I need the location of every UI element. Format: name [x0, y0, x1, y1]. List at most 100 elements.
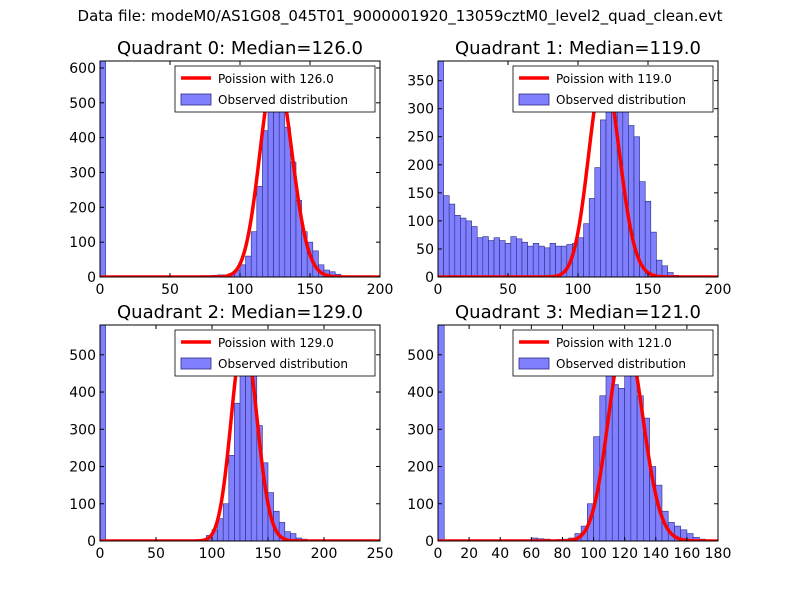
y-tick-label: 0 — [425, 534, 434, 550]
histogram-bar — [284, 126, 291, 277]
x-tick-label: 0 — [434, 546, 443, 562]
histogram-bar — [555, 245, 562, 277]
legend-label: Poission with 126.0 — [218, 72, 334, 86]
histogram-bar — [482, 236, 489, 277]
x-tick-label: 250 — [367, 546, 394, 562]
chart-title: Quadrant 3: Median=121.0 — [455, 302, 701, 323]
histogram-bar — [527, 245, 534, 277]
x-tick-label: 0 — [434, 282, 443, 298]
x-tick-label: 140 — [642, 546, 669, 562]
x-tick-label: 150 — [255, 546, 282, 562]
y-tick-label: 300 — [407, 102, 434, 118]
x-tick-label: 160 — [674, 546, 701, 562]
poisson-curve — [438, 334, 718, 541]
histogram-bar — [267, 88, 274, 277]
y-tick-label: 100 — [407, 497, 434, 513]
y-tick-label: 400 — [69, 385, 96, 401]
chart-title: Quadrant 2: Median=129.0 — [117, 302, 363, 323]
legend-label: Observed distribution — [556, 357, 686, 371]
y-tick-label: 500 — [69, 96, 96, 112]
y-tick-label: 100 — [69, 235, 96, 251]
histogram-bar — [290, 533, 297, 541]
histogram-bar — [644, 200, 652, 277]
histogram-bar — [250, 231, 258, 277]
histogram-bar — [245, 255, 252, 277]
legend-bar-swatch — [180, 93, 212, 106]
y-tick-label: 0 — [87, 270, 96, 286]
x-tick-label: 50 — [161, 282, 179, 298]
x-tick-label: 100 — [227, 282, 254, 298]
y-tick-label: 300 — [69, 165, 96, 181]
histogram-bar — [471, 226, 478, 277]
histogram-bar — [583, 223, 590, 277]
y-tick-label: 300 — [407, 422, 434, 438]
y-tick-label: 150 — [407, 186, 434, 202]
histogram-bar — [611, 384, 619, 541]
histogram-bar — [510, 236, 517, 277]
histogram-bar — [588, 198, 596, 277]
chart-quadrant-2: Quadrant 2: Median=129.0 0 50 100 150 200 250 0… — [69, 302, 393, 562]
y-tick-label: 350 — [407, 74, 434, 90]
histogram-bar — [493, 237, 500, 277]
plot-area — [438, 61, 718, 277]
legend: Poission with 129.0 Observed distribution — [174, 329, 376, 377]
histogram-bar — [667, 272, 674, 277]
x-tick-label: 60 — [522, 546, 540, 562]
histogram-bar — [628, 125, 635, 277]
histogram-bar — [521, 241, 528, 277]
x-tick-label: 180 — [705, 546, 732, 562]
legend: Poission with 126.0 Observed distribution — [174, 65, 376, 113]
x-tick-label: 150 — [297, 282, 324, 298]
histogram-bar — [600, 119, 607, 277]
histogram-bar — [454, 214, 461, 277]
x-tick-label: 150 — [635, 282, 662, 298]
x-tick-label: 0 — [96, 282, 105, 298]
histogram-bar — [448, 203, 456, 277]
y-tick-label: 0 — [425, 270, 434, 286]
histogram-bar — [100, 325, 106, 541]
histogram-bar — [504, 243, 512, 277]
histogram-bar — [465, 220, 472, 277]
y-tick-label: 200 — [69, 200, 96, 216]
y-tick-label: 400 — [69, 131, 96, 147]
x-tick-label: 200 — [367, 282, 394, 298]
y-tick-label: 200 — [69, 460, 96, 476]
histogram-bar — [661, 265, 668, 277]
histogram-bar — [443, 195, 450, 277]
legend-bar-swatch — [518, 93, 550, 106]
histogram-bar — [488, 240, 495, 277]
legend-label: Poission with 129.0 — [218, 336, 334, 350]
legend-label: Observed distribution — [218, 93, 348, 107]
histogram-bar — [460, 217, 467, 277]
y-tick-label: 50 — [416, 242, 434, 258]
histogram-bar — [100, 61, 106, 277]
histogram-bar — [594, 167, 601, 277]
x-tick-label: 100 — [580, 546, 607, 562]
legend: Poission with 119.0 Observed distribution — [512, 65, 714, 113]
x-tick-label: 40 — [491, 546, 509, 562]
histogram-bar — [234, 402, 241, 541]
y-tick-label: 0 — [87, 534, 96, 550]
x-tick-label: 20 — [460, 546, 478, 562]
axes-frame — [437, 324, 719, 542]
x-tick-label: 0 — [96, 546, 105, 562]
y-tick-label: 100 — [69, 497, 96, 513]
histogram-bar — [618, 388, 625, 541]
y-tick-label: 500 — [407, 348, 434, 364]
legend-bar-swatch — [180, 357, 212, 370]
axes-frame — [99, 324, 381, 542]
y-tick-label: 300 — [69, 422, 96, 438]
x-tick-label: 50 — [499, 282, 517, 298]
legend-label: Poission with 119.0 — [556, 72, 672, 86]
chart-title: Quadrant 1: Median=119.0 — [455, 38, 701, 59]
histogram-bar — [532, 243, 540, 277]
histogram-bar — [624, 350, 632, 541]
chart-quadrant-1: Quadrant 1: Median=119.0 0 50 100 150 200 0 50 1… — [407, 38, 731, 298]
histogram-bar — [650, 231, 657, 277]
legend-label: Observed distribution — [218, 357, 348, 371]
y-tick-label: 400 — [407, 385, 434, 401]
legend-box — [174, 329, 376, 377]
x-tick-label: 200 — [705, 282, 732, 298]
legend: Poission with 121.0 Observed distribution — [512, 329, 714, 377]
